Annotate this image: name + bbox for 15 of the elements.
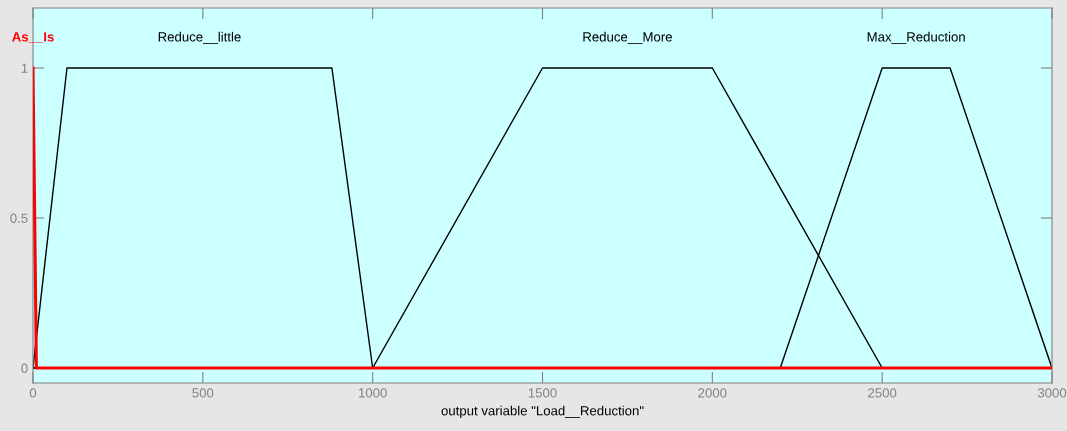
x-tick-label: 1000 <box>359 388 387 398</box>
x-tick-label: 3000 <box>1037 388 1067 398</box>
x-tick-label: 1500 <box>528 388 557 398</box>
x-axis-title: output variable "Load__Reduction" <box>441 405 644 419</box>
x-tick-label: 500 <box>192 388 214 398</box>
y-tick-label: 1 <box>21 63 28 73</box>
y-tick-label: 0.5 <box>10 213 28 223</box>
text: As__Is <box>12 32 54 44</box>
series-label: Reduce__little <box>158 31 241 45</box>
y-tick-label: 0 <box>21 363 28 373</box>
x-tick-label: 2500 <box>868 388 897 398</box>
text: Max__Reduction <box>867 31 965 45</box>
series-label: Reduce__More <box>583 31 672 45</box>
x-tick-label: 0 <box>29 388 37 398</box>
x-tick-label: 2000 <box>698 388 727 398</box>
